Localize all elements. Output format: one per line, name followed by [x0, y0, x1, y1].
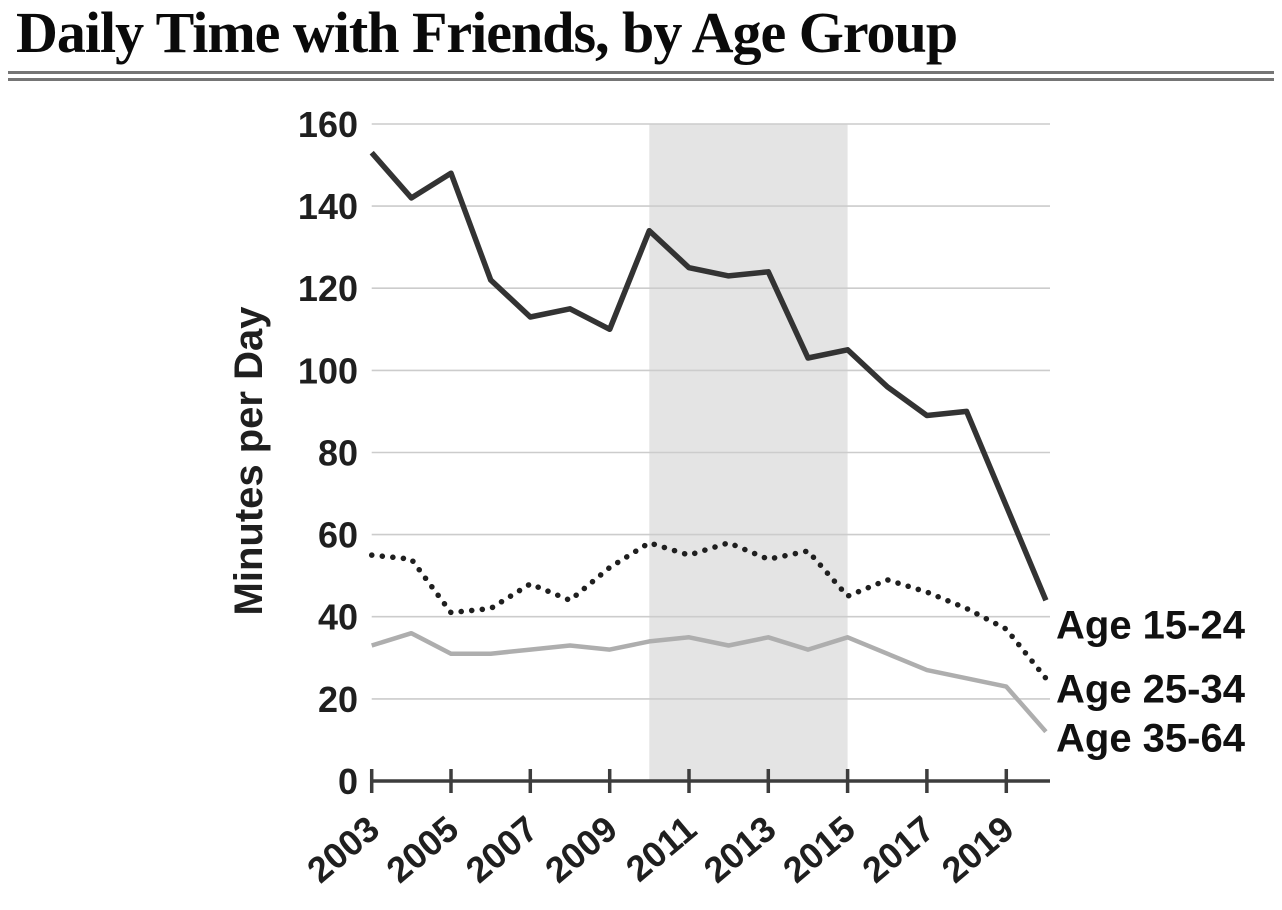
x-tick-label-2011: 2011: [618, 807, 704, 889]
y-tick-label-160: 160: [298, 104, 358, 145]
y-tick-label-140: 140: [298, 186, 358, 227]
y-tick-label-60: 60: [318, 514, 358, 555]
line-chart: 0204060801001201401602003200520072009201…: [227, 104, 1246, 891]
series-line-age-15-24: [369, 150, 1049, 601]
y-tick-label-0: 0: [338, 761, 358, 802]
legend-label-age-25-34: Age 25-34: [1056, 667, 1246, 711]
x-tick-label-2007: 2007: [458, 807, 546, 890]
x-tick-label-2019: 2019: [934, 807, 1022, 890]
y-axis-title: Minutes per Day: [227, 305, 271, 615]
x-tick-label-2009: 2009: [537, 807, 625, 890]
x-tick-label-2005: 2005: [378, 807, 466, 890]
x-tick-label-2015: 2015: [775, 807, 863, 890]
chart-title: Daily Time with Friends, by Age Group: [16, 0, 958, 65]
legend-label-age-15-24: Age 15-24: [1056, 603, 1246, 647]
y-tick-label-80: 80: [318, 432, 358, 473]
y-tick-label-40: 40: [318, 596, 358, 637]
x-tick-label-2017: 2017: [854, 807, 942, 890]
series-line-age-35-64: [371, 630, 1048, 733]
y-tick-label-120: 120: [298, 268, 358, 309]
x-tick-label-2003: 2003: [299, 807, 387, 890]
y-tick-label-20: 20: [318, 679, 358, 720]
series-line-age-25-34: [368, 539, 1049, 681]
title-divider: [8, 70, 1274, 81]
x-tick-label-2013: 2013: [696, 807, 784, 890]
y-tick-label-100: 100: [298, 350, 358, 391]
legend-label-age-35-64: Age 35-64: [1056, 716, 1246, 760]
